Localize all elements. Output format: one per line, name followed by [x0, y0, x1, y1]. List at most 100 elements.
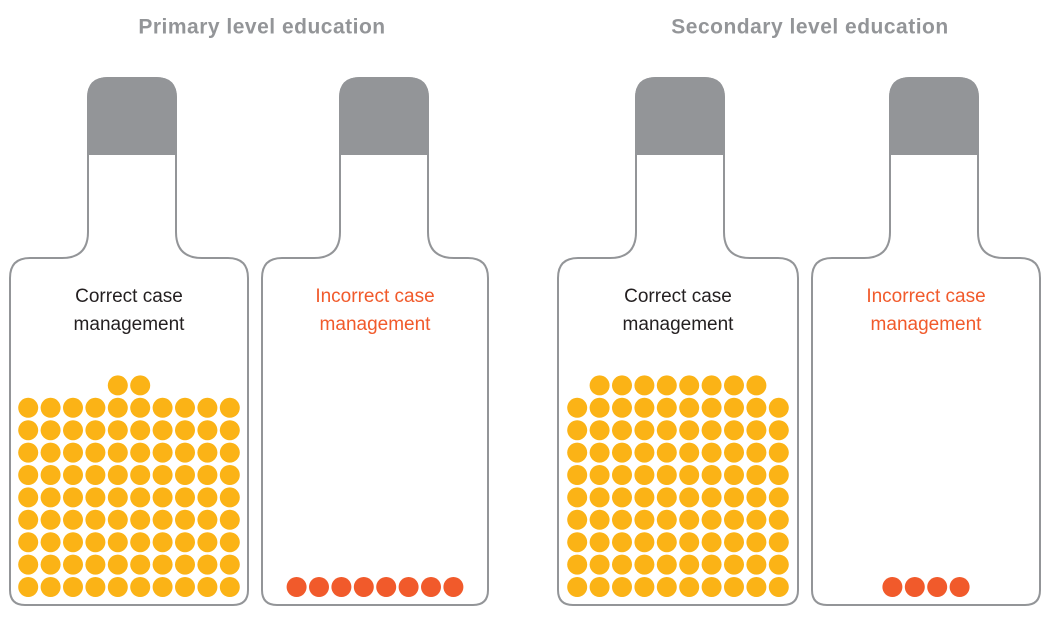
dot: [567, 397, 588, 418]
dot: [152, 509, 173, 530]
bottle-label: Correct case: [624, 286, 732, 307]
bottle-cap: [339, 77, 429, 155]
dot: [724, 487, 744, 508]
dot: [589, 577, 610, 597]
dot: [130, 487, 151, 508]
dot: [421, 577, 441, 597]
dot: [567, 420, 588, 441]
dot: [197, 554, 218, 575]
dot: [130, 532, 151, 553]
dot: [701, 487, 722, 508]
dot: [130, 397, 151, 418]
dot: [130, 420, 151, 441]
dot: [331, 577, 352, 597]
dot: [40, 532, 61, 553]
dot: [63, 397, 83, 418]
panel-title: Secondary level education: [671, 16, 948, 39]
dot: [634, 375, 655, 396]
dot: [107, 487, 128, 508]
dot: [634, 532, 655, 553]
dot: [612, 532, 632, 553]
dot: [175, 420, 195, 441]
dot: [85, 465, 106, 485]
dot: [679, 577, 700, 597]
dot: [679, 442, 700, 463]
dot: [612, 487, 632, 508]
dot: [353, 577, 374, 597]
dot: [286, 577, 307, 597]
dot: [219, 442, 240, 463]
dot: [85, 554, 106, 575]
dot: [130, 554, 151, 575]
dot: [443, 577, 464, 597]
dot: [175, 532, 195, 553]
dot: [656, 397, 677, 418]
dot: [18, 509, 39, 530]
dot: [567, 465, 588, 485]
dot: [18, 532, 39, 553]
dot: [724, 420, 744, 441]
dot: [197, 397, 218, 418]
dot: [768, 397, 789, 418]
dot: [40, 554, 61, 575]
dot: [724, 577, 744, 597]
dot: [197, 577, 218, 597]
dot: [589, 554, 610, 575]
dot: [589, 532, 610, 553]
dot: [152, 577, 173, 597]
dot: [152, 442, 173, 463]
dot: [589, 442, 610, 463]
dot: [567, 509, 588, 530]
dot: [679, 420, 700, 441]
dot: [152, 465, 173, 485]
dot: [18, 465, 39, 485]
dot: [63, 465, 83, 485]
dot: [152, 532, 173, 553]
dot: [634, 465, 655, 485]
dot: [746, 465, 767, 485]
dot: [175, 509, 195, 530]
dot: [40, 465, 61, 485]
dot: [197, 487, 218, 508]
dot: [679, 487, 700, 508]
dot: [927, 577, 948, 597]
dot: [634, 420, 655, 441]
dot: [746, 487, 767, 508]
dot: [197, 420, 218, 441]
dot: [724, 509, 744, 530]
dot: [152, 487, 173, 508]
dot: [768, 577, 789, 597]
dot: [768, 487, 789, 508]
dot: [746, 420, 767, 441]
dot: [679, 465, 700, 485]
dot: [63, 420, 83, 441]
panel-title: Primary level education: [138, 16, 385, 39]
dot: [219, 577, 240, 597]
bottle-label: management: [871, 314, 983, 335]
dot: [612, 375, 632, 396]
dot: [701, 397, 722, 418]
dot: [197, 442, 218, 463]
dot: [612, 465, 632, 485]
dot: [679, 397, 700, 418]
dot: [18, 487, 39, 508]
dot: [40, 397, 61, 418]
bottle-label: management: [320, 314, 432, 335]
dot: [634, 487, 655, 508]
dot: [85, 442, 106, 463]
dot: [219, 554, 240, 575]
dot: [634, 577, 655, 597]
dot: [152, 420, 173, 441]
dot: [612, 577, 632, 597]
dot: [219, 532, 240, 553]
dot: [197, 465, 218, 485]
dot: [152, 397, 173, 418]
dot: [656, 465, 677, 485]
dot: [40, 487, 61, 508]
dot: [85, 509, 106, 530]
dot: [701, 420, 722, 441]
dot: [612, 420, 632, 441]
dot: [612, 554, 632, 575]
dot: [63, 487, 83, 508]
dot: [219, 465, 240, 485]
